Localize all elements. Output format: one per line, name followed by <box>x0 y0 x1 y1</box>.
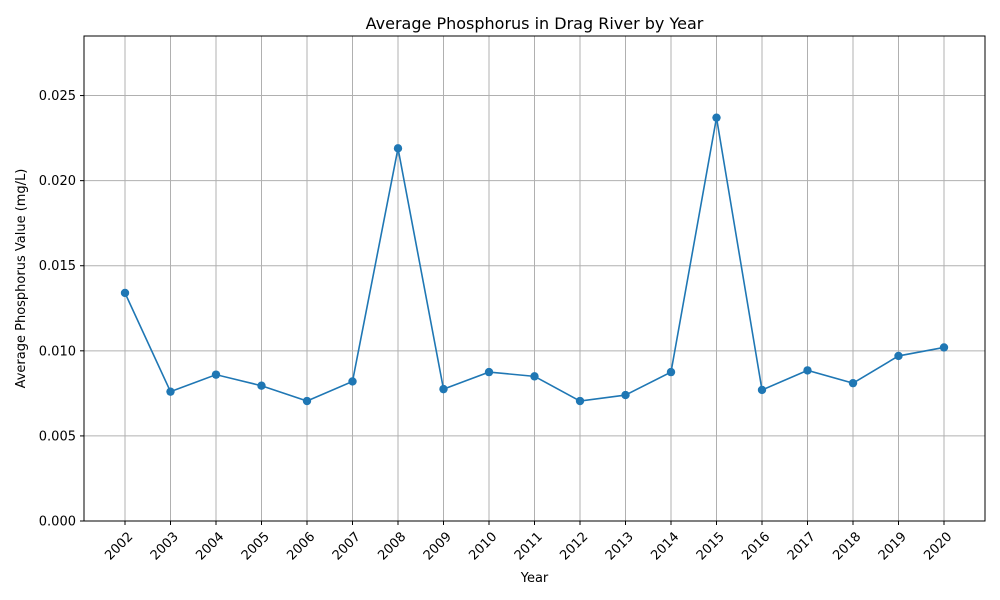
data-point <box>848 378 858 388</box>
data-point <box>348 377 357 386</box>
data-point <box>666 367 676 377</box>
x-tick-label: 2010 <box>466 529 500 563</box>
x-tick-label: 2018 <box>830 529 864 563</box>
data-point <box>712 113 721 122</box>
x-tick-label: 2014 <box>648 529 682 563</box>
x-tick-label: 2004 <box>193 529 227 563</box>
data-point <box>211 370 221 379</box>
x-tick-label: 2002 <box>102 529 136 563</box>
data-point <box>302 396 312 406</box>
x-tick-label: 2016 <box>739 529 773 563</box>
x-tick-label: 2009 <box>421 529 455 563</box>
data-point <box>439 384 448 394</box>
data-point <box>939 343 949 352</box>
data-point <box>757 385 767 395</box>
x-tick-label: 2005 <box>239 529 273 563</box>
data-point <box>894 351 903 361</box>
x-tick-label: 2011 <box>512 529 546 563</box>
y-tick-label: 0.020 <box>39 174 76 189</box>
data-point <box>530 372 539 381</box>
data-point <box>393 144 403 153</box>
data-point <box>621 390 630 400</box>
x-tick-label: 2007 <box>330 529 364 563</box>
axis-ticks: 2002 2003 2004 2005 2006 2007 2008 2009 2010 2011… <box>39 89 956 563</box>
grid-lines <box>84 36 985 522</box>
x-tick-label: 2003 <box>148 529 182 563</box>
x-tick-label: 2008 <box>375 529 409 563</box>
chart-title: Average Phosphorus in Drag River by Year <box>366 14 704 33</box>
x-tick-label: 2017 <box>785 529 819 563</box>
data-point <box>120 288 130 298</box>
x-tick-label: 2012 <box>557 529 591 563</box>
x-tick-label: 2015 <box>694 529 728 563</box>
x-tick-label: 2013 <box>603 529 637 563</box>
series-layer <box>120 113 949 406</box>
data-point <box>803 366 812 375</box>
x-tick-label: 2019 <box>876 529 910 563</box>
y-tick-label: 0.005 <box>39 429 76 444</box>
x-tick-label: 2006 <box>284 529 318 563</box>
y-tick-label: 0.000 <box>39 515 76 530</box>
data-point <box>575 396 585 406</box>
x-tick-label: 2020 <box>921 529 955 563</box>
data-point <box>257 381 266 390</box>
x-axis-label: Year <box>520 571 549 586</box>
data-point <box>484 367 494 377</box>
y-tick-label: 0.015 <box>39 259 76 274</box>
y-axis-label: Average Phosphorus Value (mg/L) <box>14 169 29 389</box>
data-point <box>166 387 175 396</box>
y-tick-label: 0.010 <box>39 344 76 359</box>
y-tick-label: 0.025 <box>39 89 76 104</box>
